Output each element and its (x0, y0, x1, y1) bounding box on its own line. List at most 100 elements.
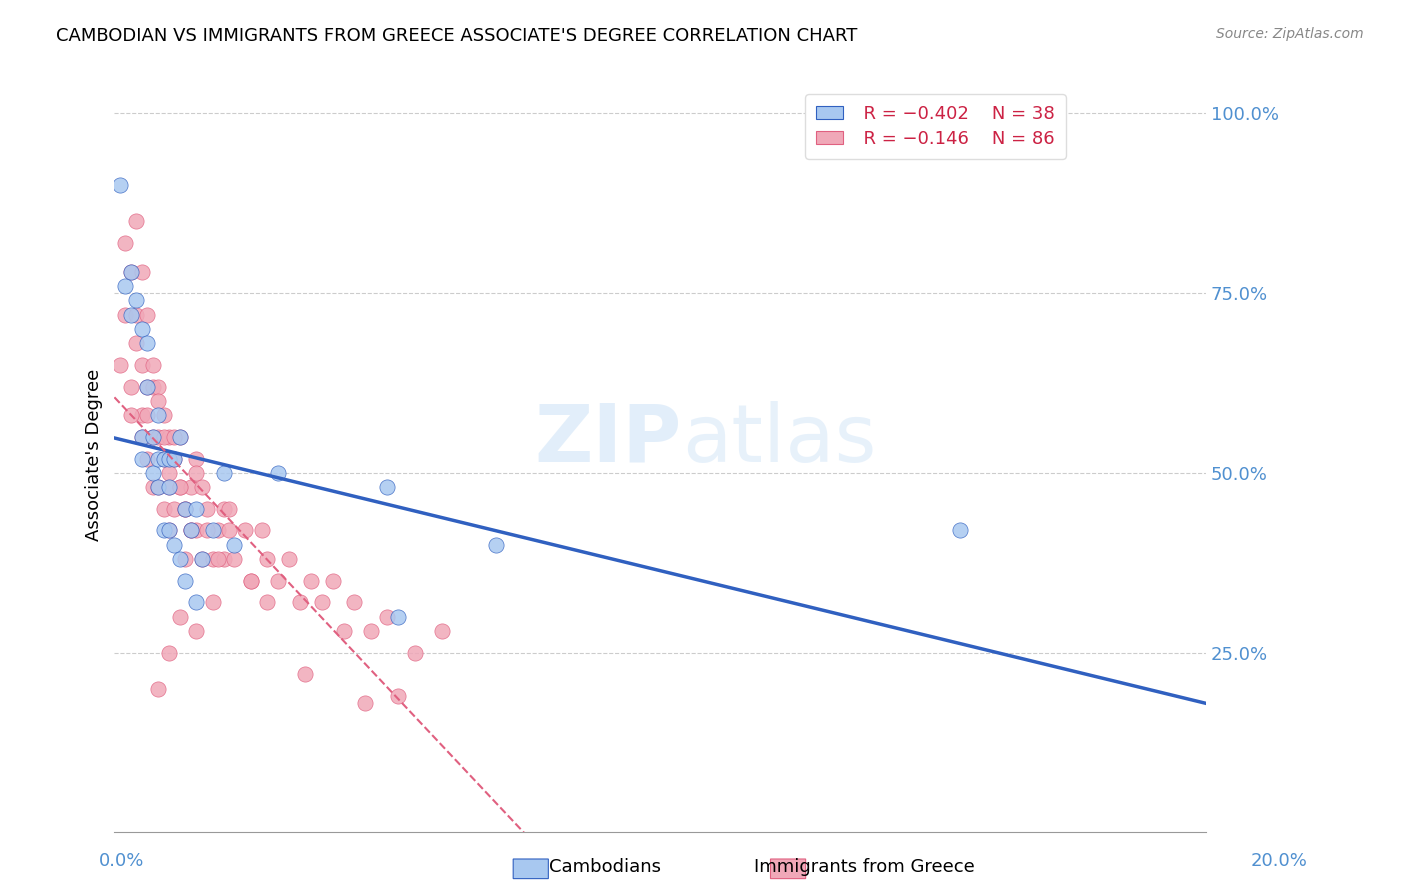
Point (360, 624, 382, 638)
Point (136, 308, 159, 322)
Point (142, 430, 165, 444)
Point (239, 574, 262, 588)
Point (120, 264, 142, 278)
Point (224, 552, 246, 566)
Point (174, 501, 197, 516)
Point (201, 552, 224, 566)
Point (322, 574, 344, 588)
Point (186, 524, 208, 538)
Point (142, 379, 165, 393)
Point (186, 624, 208, 638)
Point (146, 430, 169, 444)
Point (375, 609, 398, 624)
Point (218, 501, 240, 516)
Point (485, 538, 508, 552)
Point (131, 358, 153, 372)
Point (163, 501, 186, 516)
Point (278, 552, 301, 566)
Point (136, 379, 159, 393)
Text: Source: ZipAtlas.com: Source: ZipAtlas.com (1216, 27, 1364, 41)
Point (157, 524, 180, 538)
Point (125, 336, 148, 351)
Text: ZIP: ZIP (534, 401, 682, 479)
Point (180, 524, 202, 538)
Point (256, 595, 278, 609)
Point (180, 524, 202, 538)
Point (152, 501, 174, 516)
Point (131, 430, 153, 444)
Point (430, 624, 453, 638)
Point (174, 574, 197, 588)
Point (186, 451, 208, 466)
Point (131, 451, 153, 466)
Point (152, 409, 174, 423)
Point (343, 595, 366, 609)
Point (131, 430, 153, 444)
Point (131, 409, 153, 423)
Point (136, 409, 159, 423)
Point (949, 524, 972, 538)
Point (152, 451, 174, 466)
Point (169, 609, 191, 624)
Point (256, 552, 278, 566)
Point (146, 480, 169, 494)
Point (157, 524, 180, 538)
Point (169, 430, 191, 444)
Point (120, 308, 142, 322)
Point (186, 501, 208, 516)
Point (114, 308, 136, 322)
Point (157, 480, 180, 494)
Point (169, 430, 191, 444)
Point (108, 178, 131, 193)
Point (125, 293, 148, 308)
Point (239, 574, 262, 588)
Point (169, 480, 191, 494)
Point (235, 524, 257, 538)
Point (218, 524, 240, 538)
Point (142, 430, 165, 444)
Point (125, 214, 148, 228)
Point (186, 595, 208, 609)
Point (120, 409, 142, 423)
Point (120, 379, 142, 393)
Point (267, 574, 290, 588)
Point (294, 667, 316, 681)
Point (190, 552, 212, 566)
Point (114, 235, 136, 250)
Point (174, 552, 197, 566)
Point (146, 480, 169, 494)
Point (387, 609, 409, 624)
Point (142, 466, 165, 480)
Point (267, 466, 290, 480)
Point (195, 524, 218, 538)
Point (169, 552, 191, 566)
Point (163, 451, 186, 466)
Point (152, 524, 174, 538)
Point (157, 466, 180, 480)
Point (195, 501, 218, 516)
Point (152, 430, 174, 444)
Point (190, 552, 212, 566)
Point (131, 264, 153, 278)
Point (131, 322, 153, 336)
Point (354, 696, 377, 710)
Point (404, 646, 426, 660)
Text: 0.0%: 0.0% (98, 852, 143, 870)
Point (169, 480, 191, 494)
Point (146, 394, 169, 409)
Point (224, 538, 246, 552)
Point (163, 430, 186, 444)
Point (180, 524, 202, 538)
Text: atlas: atlas (682, 401, 876, 479)
Point (142, 358, 165, 372)
Point (142, 480, 165, 494)
Point (190, 480, 212, 494)
Point (332, 624, 354, 638)
Point (163, 451, 186, 466)
Point (146, 379, 169, 393)
Text: 20.0%: 20.0% (1251, 852, 1308, 870)
Point (120, 264, 142, 278)
Y-axis label: Associate's Degree: Associate's Degree (86, 368, 103, 541)
Point (212, 466, 235, 480)
Point (201, 595, 224, 609)
